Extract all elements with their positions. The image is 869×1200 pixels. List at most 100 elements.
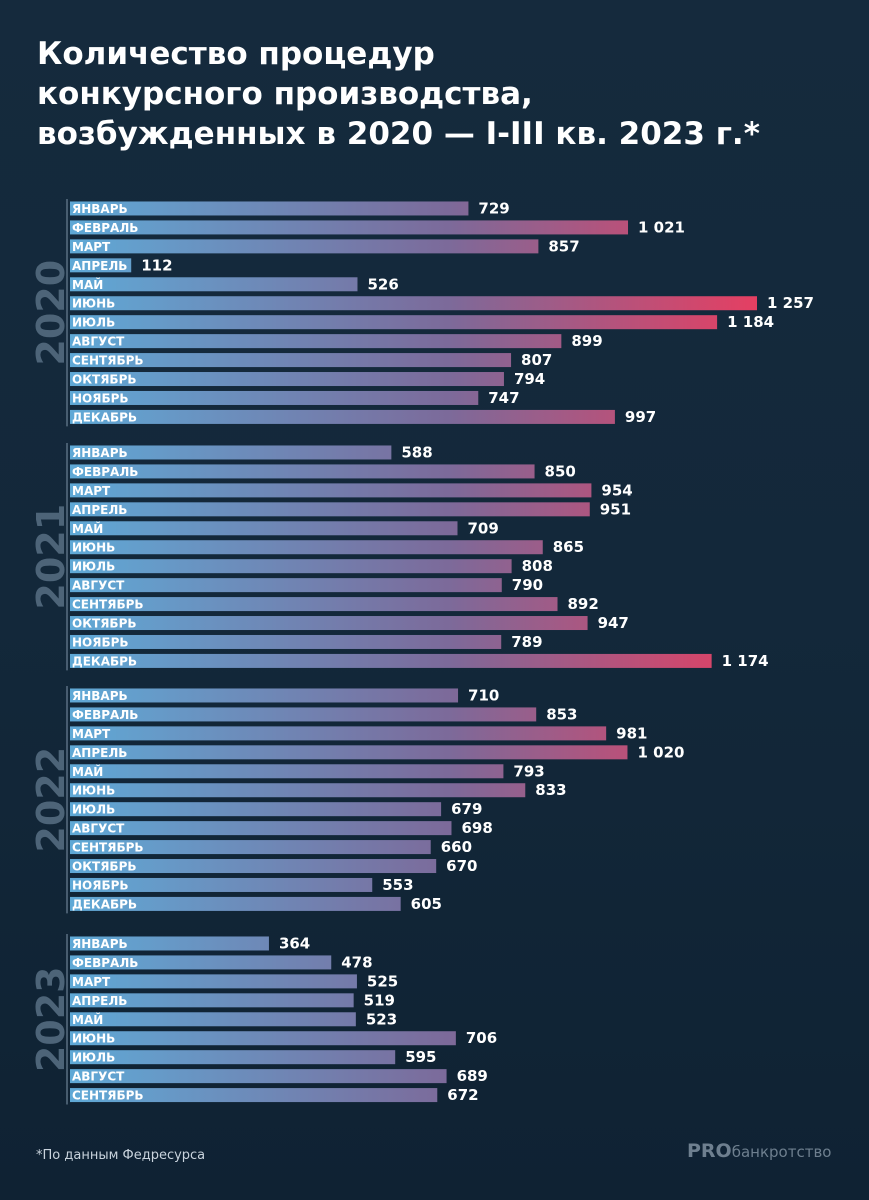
bar bbox=[70, 616, 588, 631]
bar bbox=[70, 483, 592, 498]
category-label: ФЕВРАЛЬ bbox=[72, 708, 138, 722]
bar bbox=[70, 726, 607, 741]
category-label: АВГУСТ bbox=[72, 822, 125, 836]
category-label: МАЙ bbox=[72, 277, 103, 292]
category-label: ИЮЛЬ bbox=[72, 803, 115, 817]
bar bbox=[70, 653, 712, 668]
bar bbox=[70, 859, 437, 874]
bar bbox=[70, 688, 459, 703]
category-label: ЯНВАРЬ bbox=[72, 202, 128, 216]
value-label: 853 bbox=[546, 705, 577, 723]
value-label: 789 bbox=[511, 633, 542, 651]
category-label: ОКТЯБРЬ bbox=[72, 373, 137, 387]
category-label: СЕНТЯБРЬ bbox=[72, 1089, 144, 1103]
value-label: 478 bbox=[341, 953, 372, 971]
value-label: 850 bbox=[545, 462, 576, 480]
category-label: АПРЕЛЬ bbox=[72, 259, 127, 273]
bar bbox=[70, 1031, 456, 1046]
bar bbox=[70, 578, 502, 593]
value-label: 951 bbox=[600, 500, 631, 518]
category-label: ЯНВАРЬ bbox=[72, 689, 128, 703]
bar bbox=[70, 390, 479, 405]
bar bbox=[70, 372, 504, 387]
bar bbox=[70, 277, 358, 292]
value-label: 698 bbox=[461, 819, 492, 837]
bar bbox=[70, 353, 512, 368]
bar bbox=[70, 201, 469, 216]
chart-title: Количество процедур конкурсного производ… bbox=[37, 34, 837, 154]
value-label: 523 bbox=[366, 1010, 397, 1028]
category-label: ФЕВРАЛЬ bbox=[72, 221, 138, 235]
footnote: *По данным Федресурса bbox=[36, 1148, 206, 1163]
category-label: МАРТ bbox=[72, 484, 111, 498]
chart-title-line-1: Количество процедур bbox=[37, 36, 435, 72]
category-label: СЕНТЯБРЬ bbox=[72, 598, 144, 612]
value-label: 670 bbox=[446, 857, 477, 875]
year-label: 2021 bbox=[29, 504, 73, 610]
bar bbox=[70, 334, 562, 349]
category-label: ФЕВРАЛЬ bbox=[72, 956, 138, 970]
category-label: МАЙ bbox=[72, 521, 103, 536]
chart-groups: 2020 ЯНВАРЬ 729 ФЕВРАЛЬ 1 021 МАРТ 857 АПРЕЛЬ 11… bbox=[29, 199, 814, 1105]
value-label: 807 bbox=[521, 351, 552, 369]
category-label: МАЙ bbox=[72, 764, 103, 779]
bar bbox=[70, 1012, 356, 1027]
category-label: ОКТЯБРЬ bbox=[72, 860, 137, 874]
category-label: ДЕКАБРЬ bbox=[72, 654, 137, 668]
value-label: 710 bbox=[468, 686, 499, 704]
bar bbox=[70, 409, 615, 424]
value-label: 112 bbox=[141, 256, 172, 274]
category-label: ИЮНЬ bbox=[72, 297, 115, 311]
category-label: ИЮЛЬ bbox=[72, 560, 115, 574]
bar bbox=[70, 258, 132, 273]
category-label: АВГУСТ bbox=[72, 1070, 125, 1084]
bar bbox=[70, 896, 401, 911]
category-label: ИЮНЬ bbox=[72, 784, 115, 798]
bar bbox=[70, 634, 502, 649]
category-label: ОКТЯБРЬ bbox=[72, 617, 137, 631]
brand-logo-pro: PRO bbox=[687, 1140, 732, 1162]
value-label: 1 174 bbox=[722, 652, 769, 670]
value-label: 553 bbox=[382, 876, 413, 894]
value-label: 790 bbox=[512, 576, 543, 594]
bar bbox=[70, 502, 590, 517]
value-label: 729 bbox=[478, 199, 509, 217]
value-label: 1 020 bbox=[637, 743, 684, 761]
bar bbox=[70, 464, 535, 479]
value-label: 1 257 bbox=[767, 294, 814, 312]
bar bbox=[70, 877, 373, 892]
year-label: 2020 bbox=[29, 260, 73, 366]
value-label: 1 021 bbox=[638, 218, 685, 236]
category-label: ФЕВРАЛЬ bbox=[72, 465, 138, 479]
value-label: 857 bbox=[548, 237, 579, 255]
value-label: 899 bbox=[571, 332, 602, 350]
category-label: СЕНТЯБРЬ bbox=[72, 354, 144, 368]
bar bbox=[70, 783, 526, 798]
value-label: 588 bbox=[401, 443, 432, 461]
value-label: 605 bbox=[411, 895, 442, 913]
value-label: 794 bbox=[514, 370, 545, 388]
category-label: АВГУСТ bbox=[72, 579, 125, 593]
value-label: 595 bbox=[405, 1048, 436, 1066]
bar bbox=[70, 1050, 396, 1065]
bar bbox=[70, 597, 558, 612]
year-group-2020: 2020 ЯНВАРЬ 729 ФЕВРАЛЬ 1 021 МАРТ 857 АПРЕЛЬ 11… bbox=[29, 199, 814, 427]
category-label: МАЙ bbox=[72, 1012, 103, 1027]
value-label: 519 bbox=[364, 991, 395, 1009]
category-label: ИЮНЬ bbox=[72, 541, 115, 555]
bar bbox=[70, 707, 537, 722]
value-label: 981 bbox=[616, 724, 647, 742]
value-label: 808 bbox=[522, 557, 553, 575]
category-label: ИЮЛЬ bbox=[72, 316, 115, 330]
value-label: 709 bbox=[467, 519, 498, 537]
value-label: 672 bbox=[447, 1086, 478, 1104]
category-label: ЯНВАРЬ bbox=[72, 937, 128, 951]
value-label: 525 bbox=[367, 972, 398, 990]
bar bbox=[70, 239, 539, 254]
category-label: ИЮЛЬ bbox=[72, 1051, 115, 1065]
category-label: АПРЕЛЬ bbox=[72, 503, 127, 517]
value-label: 954 bbox=[601, 481, 632, 499]
bar bbox=[70, 802, 442, 817]
value-label: 892 bbox=[568, 595, 599, 613]
brand-logo: PROбанкротство bbox=[687, 1140, 831, 1162]
